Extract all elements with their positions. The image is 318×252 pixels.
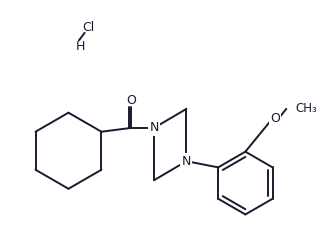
Text: O: O (270, 112, 280, 125)
Text: Cl: Cl (82, 21, 94, 34)
Text: N: N (149, 121, 159, 134)
Text: CH₃: CH₃ (296, 102, 318, 115)
Text: O: O (126, 94, 136, 107)
Text: N: N (182, 155, 191, 168)
Text: H: H (76, 40, 86, 53)
